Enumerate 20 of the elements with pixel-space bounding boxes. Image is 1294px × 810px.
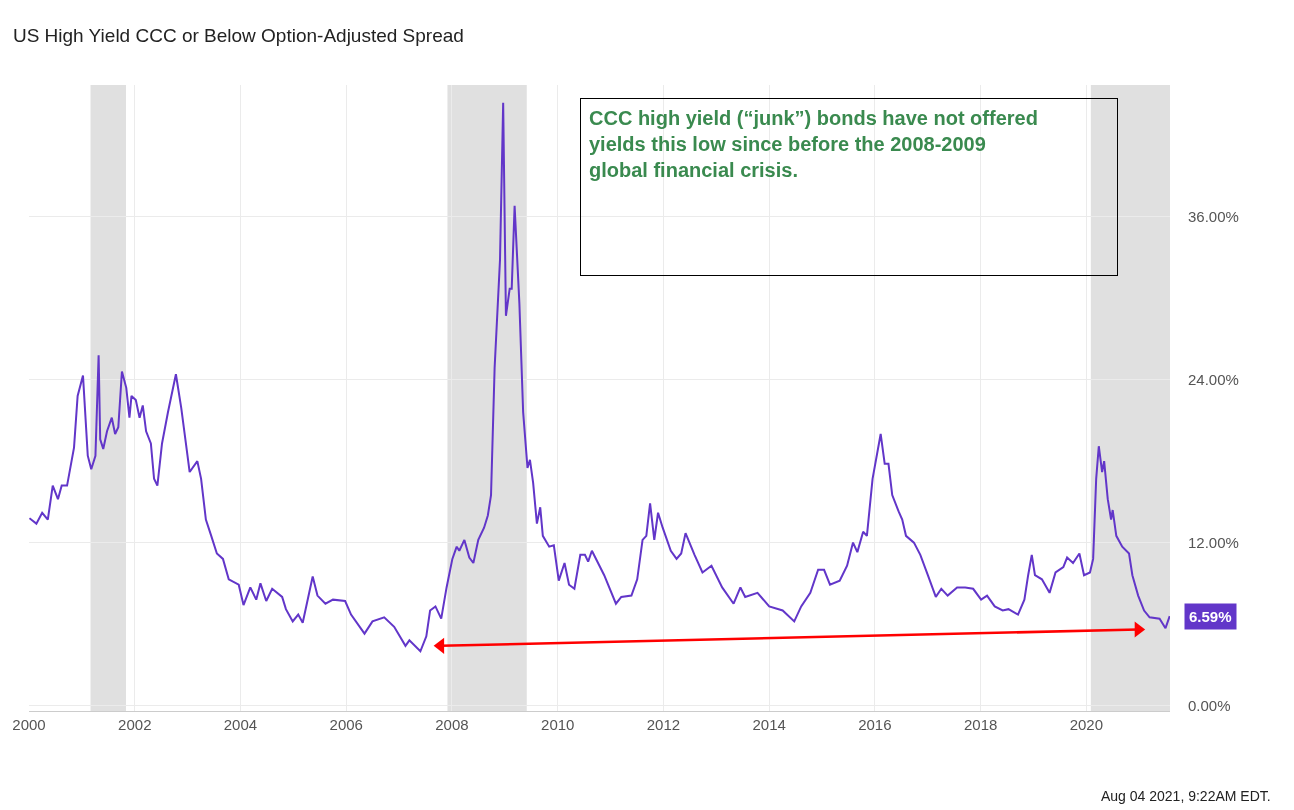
data-label: 6.59% bbox=[1189, 608, 1232, 625]
y-tick-label: 0.00% bbox=[1188, 696, 1231, 714]
x-tick-label: 2020 bbox=[1069, 716, 1104, 733]
x-tick-label: 2004 bbox=[223, 716, 258, 733]
x-tick-label: 2018 bbox=[963, 716, 998, 733]
x-tick-label: 2002 bbox=[118, 716, 152, 733]
x-tick-label: 2014 bbox=[752, 716, 786, 733]
annotation: CCC high yield (“junk”) bonds have not offered yields this low since before the 2008-2009 global financial crisis. bbox=[589, 107, 1038, 181]
x-tick-label: 2008 bbox=[435, 716, 469, 733]
y-tick-label: 24.00% bbox=[1188, 370, 1239, 388]
x-tick-label: 2010 bbox=[541, 716, 575, 733]
chart-title: US High Yield CCC or Below Option-Adjusted Spread bbox=[12, 24, 464, 46]
line-series bbox=[29, 101, 1170, 653]
x-tick-label: 2012 bbox=[646, 716, 681, 733]
y-tick-label: 12.00% bbox=[1188, 533, 1239, 551]
x-tick-label: 2016 bbox=[858, 716, 892, 733]
x-tick-label: 2006 bbox=[329, 716, 363, 733]
y-tick-label: 36.00% bbox=[1188, 207, 1239, 225]
x-tick-label: 2000 bbox=[12, 716, 46, 733]
text: Aug 04 2021, 9:22AM EDT. bbox=[1101, 788, 1271, 804]
